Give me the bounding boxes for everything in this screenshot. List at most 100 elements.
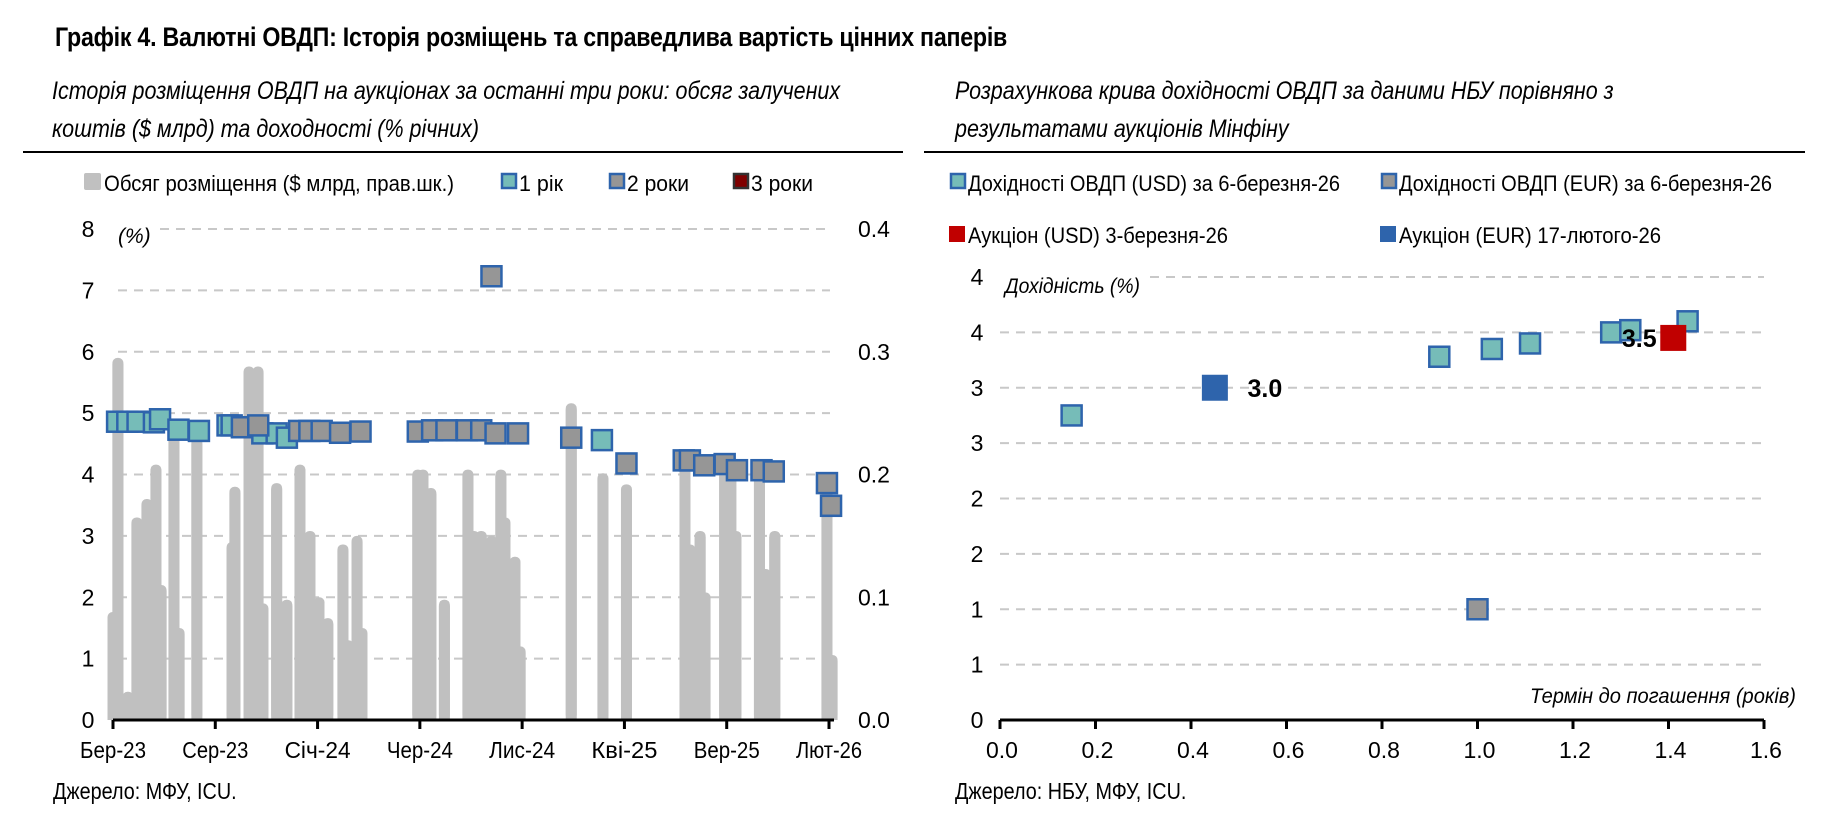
legend-swatch-usd-curve [949,172,967,190]
volume-bar-body [322,624,334,720]
left-x-tick-label: Кві-25 [591,737,657,763]
right-axis-y-tick-label: 0.1 [858,584,890,610]
yield-marker-2y [692,454,716,477]
right-y-tick-label: 4 [971,319,984,345]
volume-bar-body [281,605,293,720]
right-x-tick-label: 1.6 [1750,737,1782,763]
legend-swatch-eur-auction [1380,226,1396,242]
volume-bar-body [168,431,180,720]
usd-curve-marker [1428,345,1451,368]
volume-bar-body [191,443,203,720]
left-y-tick-label: 0 [82,707,95,733]
right-axis-y-tick-label: 0.2 [858,462,890,488]
volume-bar-body [271,489,283,720]
legend-label-3y: 3 роки [751,171,813,196]
left-y-tick-label: 6 [82,339,95,365]
left-y-tick-label: 8 [82,216,95,242]
volume-bar-body [155,590,167,720]
right-y-tick-label: 1 [971,596,984,622]
volume-bar-body [684,550,696,720]
right-x-tick-label: 0.0 [986,737,1018,763]
volume-bar-body [173,633,185,720]
left-chart-subtitle: Історія розміщення ОВДП на аукціонах за … [52,72,840,148]
volume-bar-body [304,536,316,720]
volume-bar-body [257,609,269,720]
volume-bars [107,357,838,720]
eur-auction-data-label: 3.0 [1247,375,1282,403]
left-title-divider [23,151,903,153]
right-scatter-markers: 3.5 3.0 [1060,310,1699,621]
left-x-axis-ticks: Бер-23 Сер-23 Січ-24 Чер-24 Лис-24 Кві-25 Вер-… [80,720,862,763]
volume-bar-body [514,652,526,720]
left-source-note: Джерело: МФУ, ICU. [53,778,237,804]
volume-bar-body [475,536,487,720]
right-x-axis-ticks: 0.0 0.2 0.4 0.6 0.8 1.0 1.2 1.4 1.6 [986,720,1782,763]
yield-marker-2y [435,419,458,442]
yield-marker-2y [480,265,503,288]
left-y-tick-label: 3 [82,523,95,549]
left-x-tick-label: Вер-25 [694,737,760,763]
eur-curve-marker [1466,598,1489,621]
yield-marker-2y [484,422,507,445]
volume-bar-body [499,523,511,720]
yield-marker-2y [762,460,786,483]
volume-bar-body [252,372,264,720]
yield-marker-1y [148,408,172,431]
right-source-note: Джерело: НБУ, МФУ, ICU. [955,778,1187,804]
left-y-tick-label: 1 [82,646,95,672]
usd-auction-data-label: 3.5 [1622,325,1657,353]
yield-marker-2y [615,452,638,475]
legend-label-volume: Обсяг розміщення ($ млрд, прав.шк.) [104,171,454,196]
yield-marker-2y [349,420,372,443]
right-x-tick-label: 0.6 [1273,737,1305,763]
legend-swatch-1y [500,172,518,190]
right-x-tick-label: 0.2 [1082,737,1114,763]
volume-bar-body [462,475,474,720]
volume-bar-body [438,605,450,720]
yield-marker-2y [815,471,839,495]
volume-bar-body [565,409,577,720]
volume-bar-body [112,363,124,720]
right-x-tick-label: 0.8 [1368,737,1400,763]
volume-bar-body [760,575,772,720]
figure-title: Графік 4. Валютні ОВДП: Історія розміщен… [55,22,1008,52]
left-secondary-y-axis-labels: 0.0 0.1 0.2 0.3 0.4 [858,216,890,733]
volume-bar-body [597,479,609,720]
right-x-tick-label: 0.4 [1177,737,1209,763]
usd-curve-marker [1480,337,1504,361]
left-x-tick-label: Січ-24 [285,737,351,763]
volume-bar-body [425,494,437,720]
volume-bar-body [468,536,480,720]
right-y-tick-label: 2 [971,486,984,512]
left-legend: Обсяг розміщення ($ млрд, прав.шк.) 1 рі… [84,171,813,196]
yield-marker-2y [559,426,583,449]
right-y-tick-label: 4 [971,264,984,290]
volume-bar-body [141,505,153,720]
legend-swatch-usd-auction [949,226,965,242]
volume-bar-body [243,372,255,720]
right-axis-y-tick-label: 0.3 [858,339,890,365]
right-x-tick-label: 1.4 [1655,737,1687,763]
yield-marker-2y [506,422,530,445]
volume-bar-body [719,474,731,720]
right-y-tick-label: 3 [971,375,984,401]
left-x-tick-label: Сер-23 [182,737,248,763]
right-y-tick-label: 3 [971,430,984,456]
left-y-tick-label: 5 [82,400,95,426]
volume-bar-body [826,660,838,720]
right-title-divider [924,151,1805,153]
legend-swatch-volume [84,173,101,190]
yield-marker-2y [328,421,352,445]
right-x-tick-label: 1.2 [1559,737,1591,763]
right-subtitle-line-1: Розрахункова крива дохідності ОВДП за да… [955,77,1614,105]
right-gridlines [1000,276,1764,666]
right-y-tick-label: 0 [971,707,984,733]
right-y-axis-title: Дохідність (%) [1003,275,1140,298]
volume-bar-body [294,470,306,720]
right-y-axis-labels: 0 1 1 2 2 3 3 4 4 [971,264,984,733]
legend-label-1y: 1 рік [519,171,563,196]
left-y-tick-label: 4 [82,462,95,488]
legend-label-usd-curve: Дохідності ОВДП (USD) за 6-березня-26 [968,171,1340,196]
right-legend: Дохідності ОВДП (USD) за 6-березня-26 До… [949,171,1772,248]
usd-curve-marker [1060,404,1083,427]
